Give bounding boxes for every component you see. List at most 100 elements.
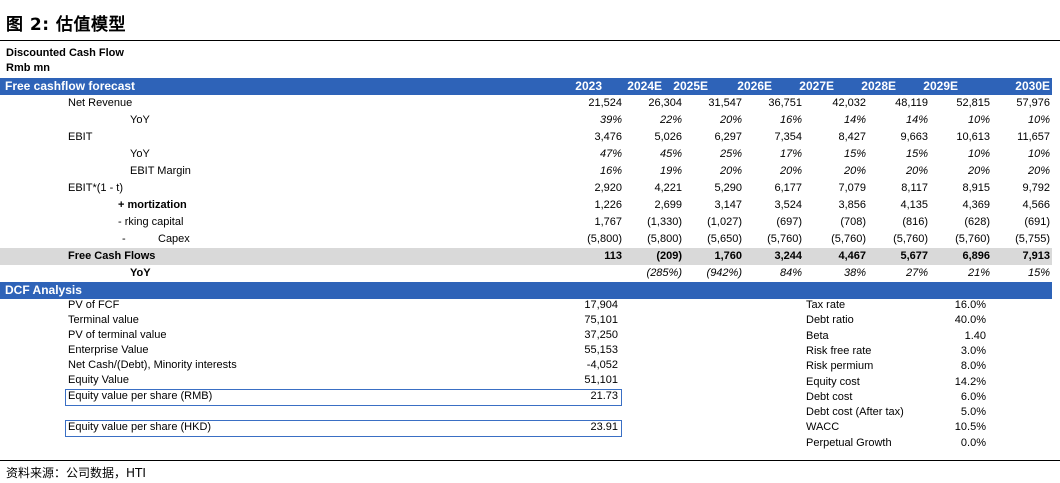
row-value: 6,177	[774, 182, 802, 194]
row-value: (1,027)	[707, 216, 742, 228]
row-value: (209)	[656, 250, 682, 262]
assumption-value: 0.0%	[960, 436, 986, 449]
dcf-value: 37,250	[584, 329, 618, 341]
assumption-label: Risk free rate	[806, 344, 872, 357]
row-value: (628)	[964, 216, 990, 228]
row-label: -	[122, 233, 126, 245]
row-value: 8,117	[901, 182, 928, 194]
bottom-rule	[0, 460, 1060, 461]
assumption-label: WACC	[806, 421, 840, 434]
year-header: 2030E	[1015, 79, 1050, 93]
row-value: 5,026	[654, 131, 682, 143]
fcf-row: - rking capital 1,767 (1,330) (1,027) (697) (…	[0, 214, 1052, 231]
assumption-value: 3.0%	[960, 344, 986, 357]
assumption-label: Tax rate	[806, 299, 846, 311]
equity-rmb-box	[65, 389, 622, 406]
assumption-label: Perpetual Growth	[806, 436, 892, 449]
row-value: 20%	[719, 165, 742, 177]
row-value: 8,915	[962, 182, 990, 194]
assumption-label: Risk permium	[806, 360, 874, 373]
assumption-value: 1.40	[964, 329, 986, 342]
row-value: 47%	[599, 148, 622, 160]
row-value: (691)	[1024, 216, 1050, 228]
row-value: (1,330)	[647, 216, 682, 228]
dcf-label: Terminal value	[68, 314, 139, 326]
row-value: 45%	[659, 148, 682, 160]
dcf-label: Enterprise Value	[68, 344, 149, 356]
row-value: 31,547	[708, 97, 742, 109]
row-value: (5,760)	[955, 233, 990, 245]
row-value: 4,566	[1022, 199, 1050, 211]
row-value: 14%	[905, 114, 928, 126]
figure-title-row: 图 2: 估值模型	[0, 0, 1060, 37]
row-value: 42,032	[832, 97, 866, 109]
row-value: 3,856	[838, 199, 866, 211]
row-value: 3,147	[714, 199, 742, 211]
row-value: 36,751	[768, 97, 802, 109]
year-header: 2024E	[627, 79, 662, 93]
row-value: 25%	[719, 148, 742, 160]
fcf-row: YoY 47% 45% 25% 17% 15% 15% 10% 10%	[0, 146, 1052, 163]
year-header: 2028E	[861, 79, 896, 93]
row-value: (5,800)	[587, 233, 622, 245]
row-value: (5,760)	[767, 233, 802, 245]
row-value: 5,677	[900, 250, 928, 262]
row-value: 4,221	[654, 182, 682, 194]
fcf-row: EBIT Margin 16% 19% 20% 20% 20% 20% 20% 20%	[0, 163, 1052, 180]
dcf-value: 55,153	[584, 344, 618, 356]
row-value: 14%	[843, 114, 866, 126]
dcf-value: -4,052	[586, 359, 618, 371]
row-value: 11,657	[1017, 131, 1050, 143]
row-value: (5,760)	[893, 233, 928, 245]
row-value: 10%	[1027, 148, 1050, 160]
dcf-label: PV of FCF	[68, 299, 120, 311]
dcf-label: Equity value per share (HKD)	[68, 421, 212, 433]
row-value: 52,815	[956, 97, 990, 109]
row-value: 84%	[779, 267, 802, 279]
row-value: 7,079	[838, 182, 866, 194]
row-value: (5,650)	[707, 233, 742, 245]
row-value: (5,760)	[831, 233, 866, 245]
row-value: 22%	[659, 114, 682, 126]
row-value: 9,792	[1022, 182, 1050, 194]
dcf-value: 51,101	[584, 374, 618, 386]
row-value: 7,354	[774, 131, 802, 143]
assumption-label: Debt cost	[806, 390, 853, 403]
fcf-row: Net Revenue 21,524 26,304 31,547 36,751 42,03…	[0, 95, 1052, 112]
row-value: 15%	[905, 148, 928, 160]
row-value: 4,369	[962, 199, 990, 211]
dcf-value: 75,101	[584, 314, 618, 326]
row-value: 20%	[905, 165, 928, 177]
fcf-row: EBIT 3,476 5,026 6,297 7,354 8,427 9,663 10,613…	[0, 129, 1052, 146]
assumption-value: 5.0%	[960, 406, 986, 419]
row-value: 15%	[1027, 267, 1050, 279]
assumption-value: 40.0%	[954, 314, 986, 327]
row-value: 1,226	[594, 199, 622, 211]
row-value: 7,913	[1022, 250, 1050, 262]
fcf-row: EBIT*(1 - t) 2,920 4,221 5,290 6,177 7,079 8,1…	[0, 180, 1052, 197]
assumption-label: Equity cost	[806, 375, 860, 388]
row-value: 10%	[967, 114, 990, 126]
row-value: 3,244	[774, 250, 802, 262]
assumption-value: 6.0%	[960, 390, 986, 403]
year-header: 2025E	[673, 79, 708, 93]
dcf-header-band: DCF Analysis	[0, 282, 1052, 299]
row-value: (708)	[840, 216, 866, 228]
dcf-label: Equity Value	[68, 374, 129, 386]
row-value: 1,760	[714, 250, 742, 262]
year-header: 2029E	[923, 79, 958, 93]
row-label: - rking capital	[118, 216, 184, 228]
fcf-row: Free Cash Flows 113 (209) 1,760 3,244 4,467 5,…	[0, 248, 1052, 265]
assumption-value: 8.0%	[960, 360, 986, 373]
year-header: 2026E	[737, 79, 772, 93]
row-value: 4,467	[838, 250, 866, 262]
row-label: EBIT	[68, 131, 93, 143]
row-value: (697)	[776, 216, 802, 228]
row-value: 2,699	[654, 199, 682, 211]
row-value: 10%	[967, 148, 990, 160]
row-value: (816)	[902, 216, 928, 228]
row-value: (942%)	[706, 267, 742, 279]
assumption-value: 10.5%	[954, 421, 986, 434]
row-value: 19%	[659, 165, 682, 177]
row-value: 20%	[1027, 165, 1050, 177]
